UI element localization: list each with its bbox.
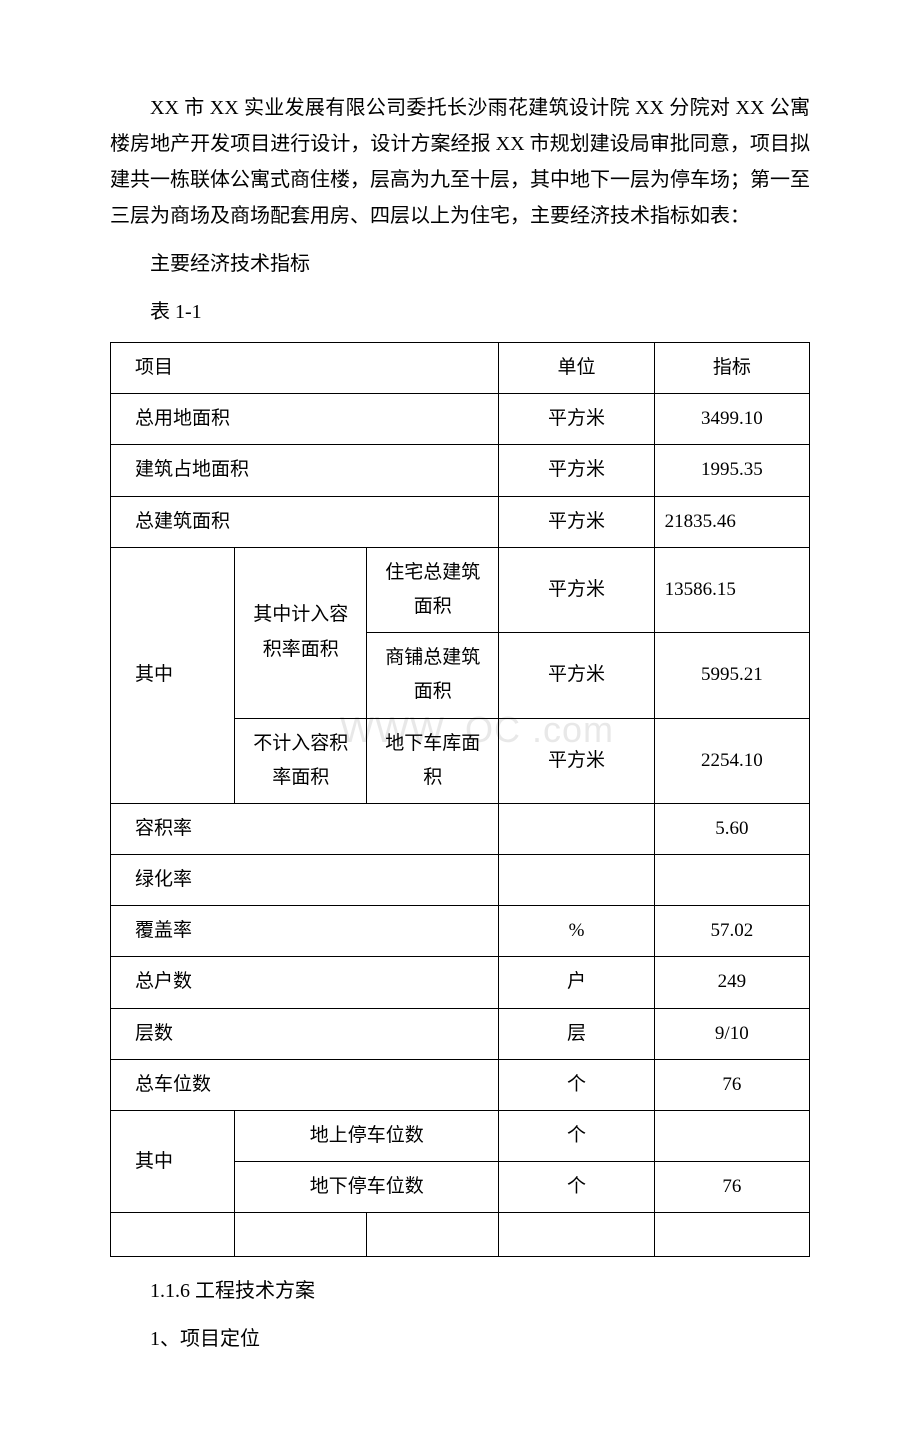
cell-unit [499,855,654,906]
cell-sub2: 商铺总建筑面积 [367,633,499,718]
section-sub: 1、项目定位 [110,1321,810,1357]
table-row: 绿化率 [111,855,810,906]
section-heading: 1.1.6 工程技术方案 [110,1273,810,1309]
cell-unit: 户 [499,957,654,1008]
cell-value: 9/10 [654,1008,809,1059]
cell-value: 249 [654,957,809,1008]
cell-unit: % [499,906,654,957]
cell-unit: 平方米 [499,547,654,632]
cell-empty [111,1213,235,1257]
header-unit: 单位 [499,343,654,394]
cell-value: 76 [654,1059,809,1110]
cell-value: 5.60 [654,803,809,854]
table-row: 总建筑面积 平方米 21835.46 [111,496,810,547]
cell-empty [235,1213,367,1257]
table-row: 其中 其中计入容积率面积 住宅总建筑面积 平方米 13586.15 [111,547,810,632]
table-row: 总车位数 个 76 [111,1059,810,1110]
cell-item: 总建筑面积 [111,496,499,547]
table-row [111,1213,810,1257]
table-row: 总用地面积 平方米 3499.10 [111,394,810,445]
cell-item: 其中 [111,1111,235,1213]
cell-item: 总用地面积 [111,394,499,445]
intro-paragraph: XX 市 XX 实业发展有限公司委托长沙雨花建筑设计院 XX 分院对 XX 公寓… [110,90,810,234]
cell-unit: 平方米 [499,496,654,547]
table-row: 建筑占地面积 平方米 1995.35 [111,445,810,496]
table-row: 覆盖率 % 57.02 [111,906,810,957]
cell-unit [499,803,654,854]
cell-item: 建筑占地面积 [111,445,499,496]
cell-empty [367,1213,499,1257]
cell-value: 76 [654,1162,809,1213]
cell-item: 覆盖率 [111,906,499,957]
cell-sub: 地下停车位数 [235,1162,499,1213]
cell-item: 总户数 [111,957,499,1008]
cell-item: 其中 [111,547,235,803]
cell-empty [654,1213,809,1257]
table-row: 总户数 户 249 [111,957,810,1008]
cell-sub1: 不计入容积率面积 [235,718,367,803]
cell-item: 容积率 [111,803,499,854]
table-title: 主要经济技术指标 [110,246,810,282]
cell-unit: 个 [499,1111,654,1162]
cell-value: 21835.46 [654,496,809,547]
cell-unit: 平方米 [499,394,654,445]
table-row: 项目 单位 指标 [111,343,810,394]
cell-sub: 地上停车位数 [235,1111,499,1162]
cell-value [654,855,809,906]
header-item: 项目 [111,343,499,394]
cell-item: 总车位数 [111,1059,499,1110]
cell-unit: 平方米 [499,718,654,803]
cell-value: 1995.35 [654,445,809,496]
cell-value: 2254.10 [654,718,809,803]
table-number: 表 1-1 [110,294,810,330]
cell-value: 57.02 [654,906,809,957]
cell-value: 3499.10 [654,394,809,445]
cell-unit: 平方米 [499,633,654,718]
cell-value: 5995.21 [654,633,809,718]
table-row: 其中 地上停车位数 个 [111,1111,810,1162]
cell-value [654,1111,809,1162]
cell-sub1: 其中计入容积率面积 [235,547,367,718]
cell-unit: 个 [499,1162,654,1213]
cell-item: 绿化率 [111,855,499,906]
table-row: 层数 层 9/10 [111,1008,810,1059]
cell-sub2: 住宅总建筑面积 [367,547,499,632]
cell-empty [499,1213,654,1257]
cell-value: 13586.15 [654,547,809,632]
cell-unit: 平方米 [499,445,654,496]
indicator-table: 项目 单位 指标 总用地面积 平方米 3499.10 建筑占地面积 平方米 19… [110,342,810,1257]
header-value: 指标 [654,343,809,394]
cell-sub2: 地下车库面积 [367,718,499,803]
cell-item: 层数 [111,1008,499,1059]
cell-unit: 个 [499,1059,654,1110]
table-row: 容积率 5.60 [111,803,810,854]
cell-unit: 层 [499,1008,654,1059]
